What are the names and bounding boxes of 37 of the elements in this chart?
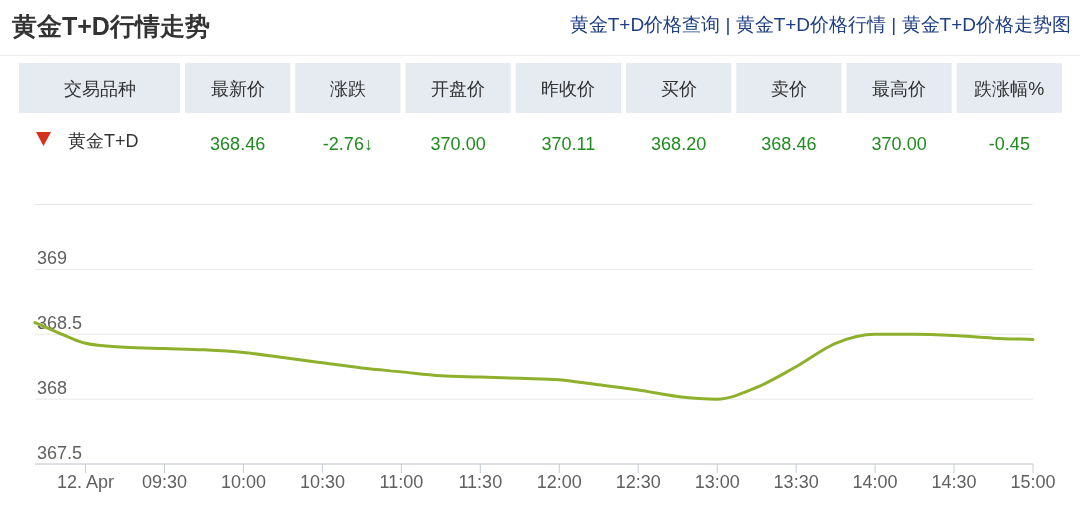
text: 黄金T+D行情走势 bbox=[11, 12, 210, 40]
category-label: 跌涨幅% bbox=[974, 79, 1045, 99]
y-tick-label: 367.5 bbox=[37, 443, 83, 463]
category-label: 最新价 bbox=[210, 79, 265, 99]
y-tick-label: 368 bbox=[37, 378, 68, 399]
x-tick-label: 12:30 bbox=[615, 472, 661, 492]
category-label: 昨收价 bbox=[541, 79, 596, 99]
x-tick-label: 11:00 bbox=[379, 472, 424, 492]
x-tick-label: 14:00 bbox=[852, 472, 898, 492]
data-label: -0.45 bbox=[988, 134, 1030, 154]
x-tick-label: 15:00 bbox=[1010, 472, 1056, 492]
data-label: 368.20 bbox=[651, 134, 707, 154]
data-label: 370.00 bbox=[871, 134, 927, 154]
category-label: 交易品种 bbox=[63, 79, 136, 99]
x-tick-label: 11:30 bbox=[458, 472, 503, 492]
category-label: 买价 bbox=[660, 79, 697, 99]
x-tick-label: 10:30 bbox=[299, 472, 345, 492]
data-label: -2.76↓ bbox=[322, 134, 373, 154]
data-label: 黄金T+D bbox=[68, 131, 139, 151]
data-label: 368.46 bbox=[761, 134, 817, 154]
x-tick-label: 12. Apr bbox=[57, 472, 115, 492]
text: 黄金T+D价格查询 | 黄金T+D价格行情 | 黄金T+D价格走势图 bbox=[569, 14, 1071, 35]
category-label: 涨跌 bbox=[329, 79, 366, 99]
x-tick-label: 10:00 bbox=[220, 472, 266, 492]
x-tick-label: 13:00 bbox=[694, 472, 740, 492]
category-label: 开盘价 bbox=[431, 79, 486, 99]
data-label: 370.11 bbox=[541, 134, 596, 154]
data-label: 368.46 bbox=[210, 134, 266, 154]
data-label: 370.00 bbox=[430, 134, 486, 154]
x-tick-label: 12:00 bbox=[536, 472, 582, 492]
x-tick-label: 09:30 bbox=[141, 472, 188, 492]
y-tick-label: 368.5 bbox=[37, 313, 83, 334]
category-label: 最高价 bbox=[872, 79, 927, 99]
y-tick-label: 369 bbox=[37, 248, 68, 269]
category-label: 卖价 bbox=[770, 79, 807, 99]
x-tick-label: 14:30 bbox=[931, 472, 977, 492]
x-tick-label: 13:30 bbox=[773, 472, 819, 492]
